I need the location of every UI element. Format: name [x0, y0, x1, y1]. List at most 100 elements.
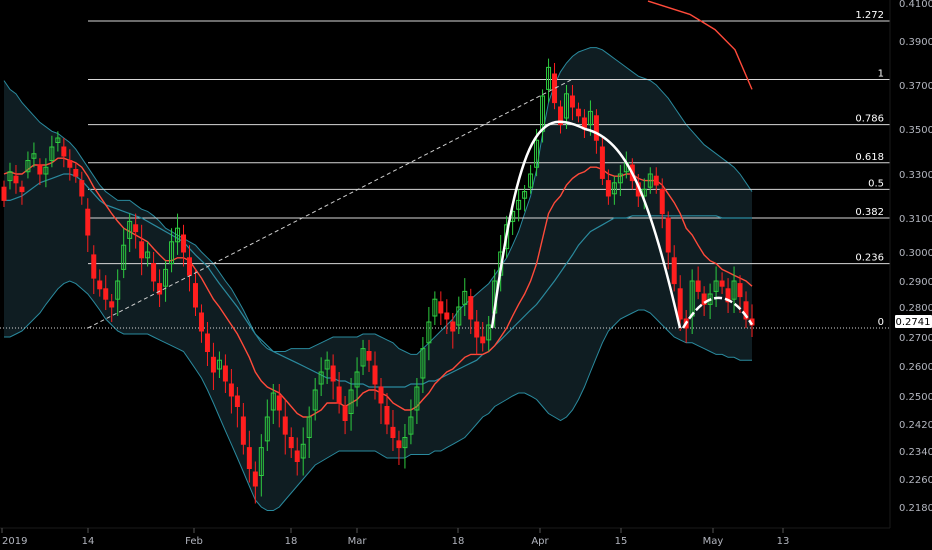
candle-body — [216, 359, 222, 370]
fib-level-label: 0.786 — [855, 114, 884, 125]
candle-body — [43, 166, 49, 175]
candle-body — [432, 298, 438, 317]
candle-body — [647, 173, 653, 188]
candle-body — [408, 416, 414, 435]
candle-body — [276, 395, 282, 411]
candle-body — [366, 351, 372, 361]
time-axis[interactable]: 2019 14 Feb 18 Mar 18 Apr 15 May 13 — [1, 528, 790, 547]
candle-body — [516, 199, 522, 210]
upper-band-line — [3, 47, 753, 355]
candle-body — [528, 173, 534, 188]
candle-body — [19, 186, 25, 193]
price-axis[interactable]: 0.4100 0.3900 0.3700 0.3500 0.3300 0.3100 0.30… — [899, 0, 932, 514]
price-tick-label: 0.2800 — [899, 303, 932, 314]
candle-body — [719, 280, 725, 287]
candle-body — [97, 280, 103, 290]
price-tick-label: 0.3100 — [899, 214, 932, 225]
candle-body — [534, 139, 540, 168]
price-tick-label: 0.2900 — [899, 277, 932, 288]
candle-body — [300, 443, 306, 459]
candle-body — [360, 348, 366, 367]
candle-body — [133, 224, 139, 233]
candle-body — [222, 365, 228, 382]
candle-body — [462, 290, 468, 305]
candle-body — [593, 115, 599, 141]
candle-body — [438, 301, 444, 314]
candle-body — [563, 93, 569, 119]
price-tick-label: 0.2260 — [899, 475, 932, 486]
fib-level-label: 0 — [878, 317, 884, 328]
candle-body — [246, 447, 252, 469]
candle-body — [294, 450, 300, 462]
candle-body — [725, 288, 731, 303]
candle-body — [737, 283, 743, 298]
candle-body — [468, 296, 474, 320]
candle-body — [396, 440, 402, 449]
candle-body — [139, 241, 145, 259]
overhead-red-line — [647, 0, 753, 90]
candle-body — [252, 471, 258, 487]
band-fill — [4, 47, 752, 511]
candle-body — [163, 268, 169, 287]
candle-body — [611, 182, 617, 195]
candle-body — [109, 301, 115, 308]
candle-body — [552, 73, 558, 104]
lower-band-line — [4, 280, 752, 511]
price-tick-label: 0.2600 — [899, 362, 932, 373]
candle-body — [1, 186, 7, 201]
candle-body — [599, 146, 605, 179]
fib-level-label: 0.618 — [855, 152, 884, 163]
candle-body — [617, 173, 623, 184]
price-tick-label: 0.3000 — [899, 248, 932, 259]
fibonacci-retracement[interactable]: 1.272 1 0.786 0.618 0.5 0.382 0.236 0 — [0, 10, 890, 329]
price-tick-label: 0.2180 — [899, 503, 932, 514]
time-tick-label: 18 — [452, 536, 465, 547]
candle-body — [73, 169, 79, 177]
candle-body — [192, 283, 198, 308]
last-price-label: 0.2741 — [896, 317, 931, 328]
candle-body — [324, 359, 330, 370]
candle-body — [575, 108, 581, 117]
candle-body — [504, 224, 510, 250]
candle-body — [653, 175, 659, 186]
candle-body — [228, 383, 234, 397]
candle-body — [587, 110, 593, 126]
candle-body — [145, 251, 151, 259]
candle-body — [79, 180, 85, 197]
candle-body — [420, 348, 426, 379]
price-tick-label: 0.2500 — [899, 392, 932, 403]
candle-body — [348, 389, 354, 414]
candle-body — [390, 426, 396, 438]
candle-body — [701, 293, 707, 305]
candle-body — [234, 395, 240, 407]
fib-level-label: 0.236 — [855, 253, 884, 264]
candle-body — [258, 447, 264, 476]
candle-body — [414, 386, 420, 411]
candle-body — [671, 257, 677, 285]
fib-level-label: 1 — [878, 69, 884, 80]
candle-body — [61, 146, 67, 157]
time-tick-label: 13 — [777, 536, 790, 547]
candle-body — [731, 280, 737, 300]
candle-body — [7, 171, 13, 182]
pattern-drawings[interactable] — [87, 79, 754, 329]
band-basis-line — [4, 173, 752, 388]
candle-body — [444, 312, 450, 320]
fib-level-label: 0.382 — [855, 207, 884, 218]
candle-body — [169, 241, 175, 265]
candle-body — [121, 244, 127, 270]
price-tick-label: 0.3700 — [899, 81, 932, 92]
candle-body — [378, 386, 384, 404]
candle-body — [157, 283, 163, 295]
price-tick-label: 0.2700 — [899, 333, 932, 344]
candle-body — [522, 191, 528, 199]
candle-body — [486, 324, 492, 341]
candle-body — [312, 389, 318, 411]
candle-body — [127, 220, 133, 239]
candle-body — [25, 160, 31, 173]
candle-body — [55, 137, 61, 143]
candlestick-series — [1, 58, 755, 504]
fib-level-label: 1.272 — [855, 10, 884, 21]
candle-body — [187, 257, 193, 276]
